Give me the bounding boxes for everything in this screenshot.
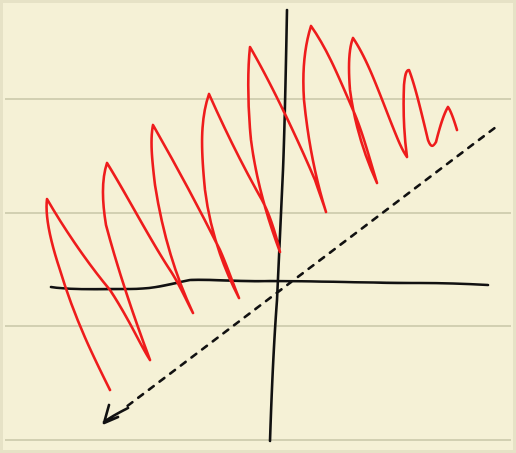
depth-axis-dash [413, 183, 422, 190]
depth-axis-dash [477, 134, 485, 142]
depth-axis-dash [275, 288, 283, 295]
depth-axis-dash [254, 304, 262, 311]
depth-axis-dash [381, 207, 390, 214]
depth-axis-dash [456, 151, 464, 158]
depth-axis-dash [424, 175, 432, 182]
depth-axis-dash [232, 320, 241, 327]
depth-axis-dash [158, 376, 166, 383]
depth-axis-dash [349, 231, 358, 238]
depth-axis-dash [211, 336, 219, 343]
depth-axis-dash [328, 247, 336, 254]
depth-axis-dash [137, 392, 145, 400]
oscillating-curve [45, 24, 459, 392]
arrow-down-left-icon [102, 403, 130, 425]
depth-axis-dotted [126, 126, 496, 408]
depth-axis-dash [307, 263, 315, 271]
depth-axis-dash [126, 400, 134, 408]
depth-axis-dash [467, 143, 475, 150]
depth-axis-dash [222, 328, 230, 335]
depth-axis-dash [403, 191, 411, 198]
depth-axis-dash [445, 159, 454, 166]
depth-axis-dash [318, 255, 326, 263]
depth-axis-dash [360, 223, 368, 230]
depth-axis-dash [264, 296, 273, 303]
depth-axis-dash [200, 344, 209, 351]
depth-axis-dash [488, 126, 496, 134]
depth-axis-dash [435, 167, 443, 174]
depth-axis-dash [168, 368, 177, 375]
horizontal-axis [49, 278, 490, 291]
depth-axis-dash [296, 271, 304, 279]
depth-axis-dash [371, 215, 379, 222]
depth-axis-dash [190, 352, 198, 359]
depth-axis-dash [339, 239, 347, 246]
depth-axis-dash [179, 360, 187, 367]
depth-axis-dash [147, 384, 155, 391]
depth-axis-dash [286, 280, 294, 287]
depth-axis-dash [392, 199, 400, 206]
depth-axis-dash [243, 312, 251, 319]
vertical-axis [268, 8, 289, 443]
